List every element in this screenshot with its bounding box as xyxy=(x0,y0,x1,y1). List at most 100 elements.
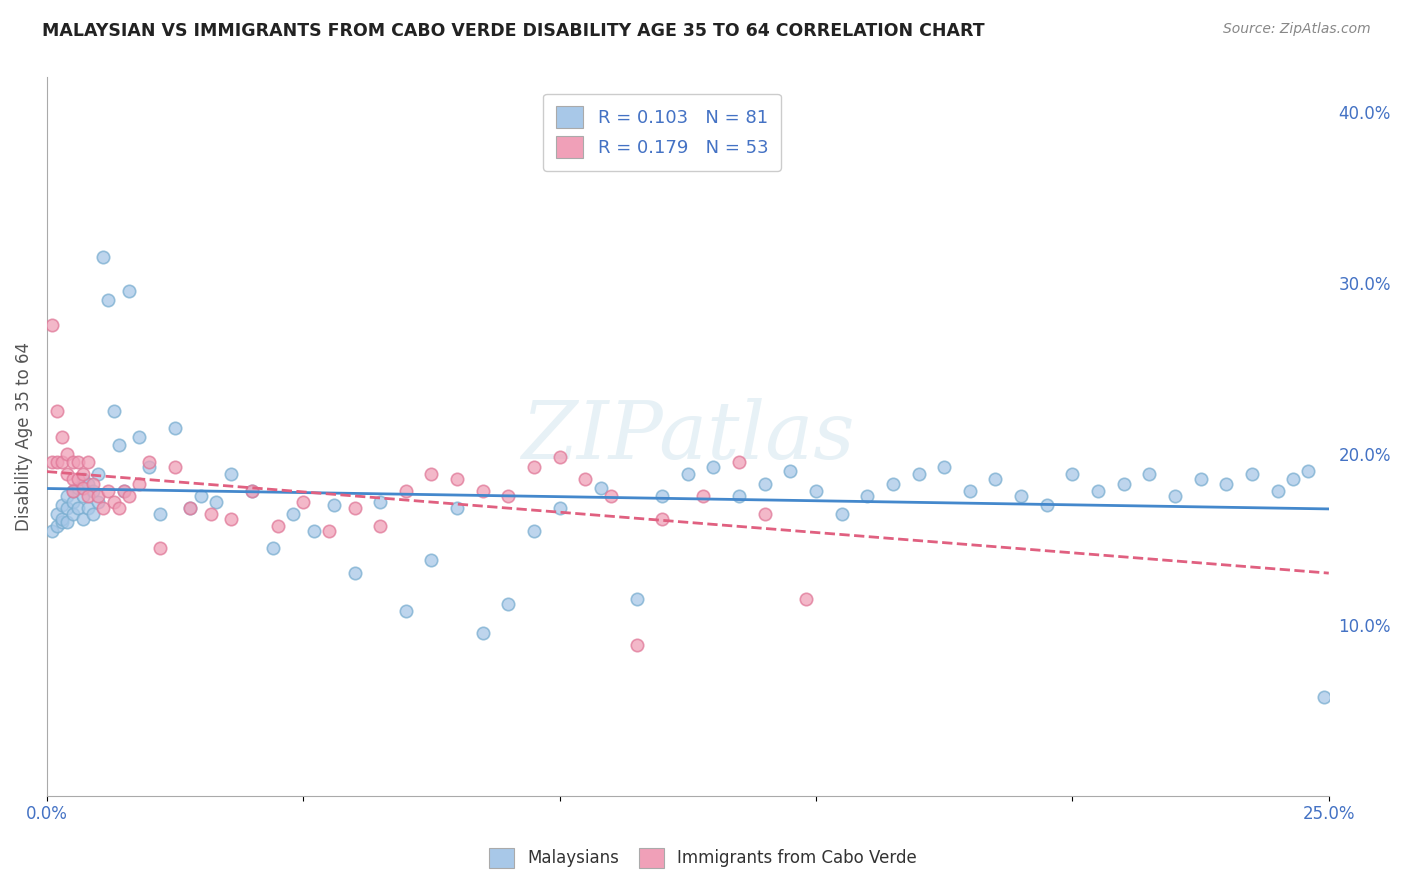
Point xyxy=(97,293,120,307)
Point xyxy=(323,498,346,512)
Point xyxy=(882,477,904,491)
Point xyxy=(107,438,129,452)
Point xyxy=(1062,467,1084,482)
Point xyxy=(72,490,94,504)
Point xyxy=(56,447,79,461)
Point xyxy=(1312,690,1334,704)
Point xyxy=(600,490,623,504)
Point xyxy=(128,429,150,443)
Point xyxy=(179,501,201,516)
Point xyxy=(395,484,418,499)
Point xyxy=(728,455,751,469)
Point xyxy=(72,511,94,525)
Point xyxy=(343,566,366,581)
Point xyxy=(66,455,89,469)
Point xyxy=(87,490,110,504)
Point xyxy=(77,490,100,504)
Point xyxy=(420,553,443,567)
Point xyxy=(754,507,776,521)
Point xyxy=(984,472,1007,486)
Point xyxy=(959,484,981,499)
Legend: Malaysians, Immigrants from Cabo Verde: Malaysians, Immigrants from Cabo Verde xyxy=(482,841,924,875)
Point xyxy=(62,484,84,499)
Point xyxy=(51,498,73,512)
Point xyxy=(66,481,89,495)
Point xyxy=(651,511,673,525)
Point xyxy=(200,507,222,521)
Point xyxy=(651,490,673,504)
Point xyxy=(1267,484,1289,499)
Point xyxy=(856,490,879,504)
Point xyxy=(240,484,263,499)
Point xyxy=(51,515,73,529)
Point xyxy=(56,490,79,504)
Point xyxy=(1282,472,1305,486)
Point xyxy=(165,460,187,475)
Point xyxy=(1164,490,1187,504)
Point xyxy=(103,404,125,418)
Point xyxy=(262,541,284,555)
Point xyxy=(420,467,443,482)
Point xyxy=(82,477,104,491)
Point xyxy=(128,477,150,491)
Point xyxy=(66,501,89,516)
Point xyxy=(118,284,141,298)
Point xyxy=(498,597,520,611)
Point xyxy=(107,501,129,516)
Point xyxy=(728,490,751,504)
Point xyxy=(77,455,100,469)
Point xyxy=(471,626,494,640)
Point xyxy=(548,450,571,464)
Point xyxy=(41,318,63,333)
Point xyxy=(41,455,63,469)
Point xyxy=(498,490,520,504)
Point xyxy=(41,524,63,538)
Point xyxy=(91,250,114,264)
Point xyxy=(165,421,187,435)
Point xyxy=(523,460,546,475)
Point xyxy=(138,455,160,469)
Point xyxy=(907,467,929,482)
Point xyxy=(62,494,84,508)
Point xyxy=(626,638,648,652)
Point xyxy=(149,507,172,521)
Point xyxy=(523,524,546,538)
Point xyxy=(72,472,94,486)
Point xyxy=(72,467,94,482)
Point xyxy=(794,592,817,607)
Point xyxy=(87,494,110,508)
Point xyxy=(804,484,827,499)
Y-axis label: Disability Age 35 to 64: Disability Age 35 to 64 xyxy=(15,343,32,531)
Point xyxy=(62,455,84,469)
Point xyxy=(1240,467,1263,482)
Point xyxy=(66,472,89,486)
Point xyxy=(112,484,135,499)
Point xyxy=(1296,464,1319,478)
Point xyxy=(221,467,243,482)
Point xyxy=(1189,472,1212,486)
Point xyxy=(190,490,212,504)
Point xyxy=(702,460,724,475)
Point xyxy=(51,455,73,469)
Point xyxy=(138,460,160,475)
Text: ZIPatlas: ZIPatlas xyxy=(522,398,855,475)
Point xyxy=(46,518,69,533)
Point xyxy=(62,484,84,499)
Point xyxy=(548,501,571,516)
Point xyxy=(62,472,84,486)
Point xyxy=(626,592,648,607)
Point xyxy=(692,490,714,504)
Point xyxy=(97,484,120,499)
Point xyxy=(179,501,201,516)
Point xyxy=(754,477,776,491)
Point xyxy=(1010,490,1032,504)
Point xyxy=(368,518,391,533)
Point xyxy=(266,518,288,533)
Point xyxy=(831,507,853,521)
Text: Source: ZipAtlas.com: Source: ZipAtlas.com xyxy=(1223,22,1371,37)
Legend: R = 0.103   N = 81, R = 0.179   N = 53: R = 0.103 N = 81, R = 0.179 N = 53 xyxy=(544,94,780,171)
Point xyxy=(91,501,114,516)
Point xyxy=(205,494,228,508)
Point xyxy=(1035,498,1057,512)
Point xyxy=(934,460,956,475)
